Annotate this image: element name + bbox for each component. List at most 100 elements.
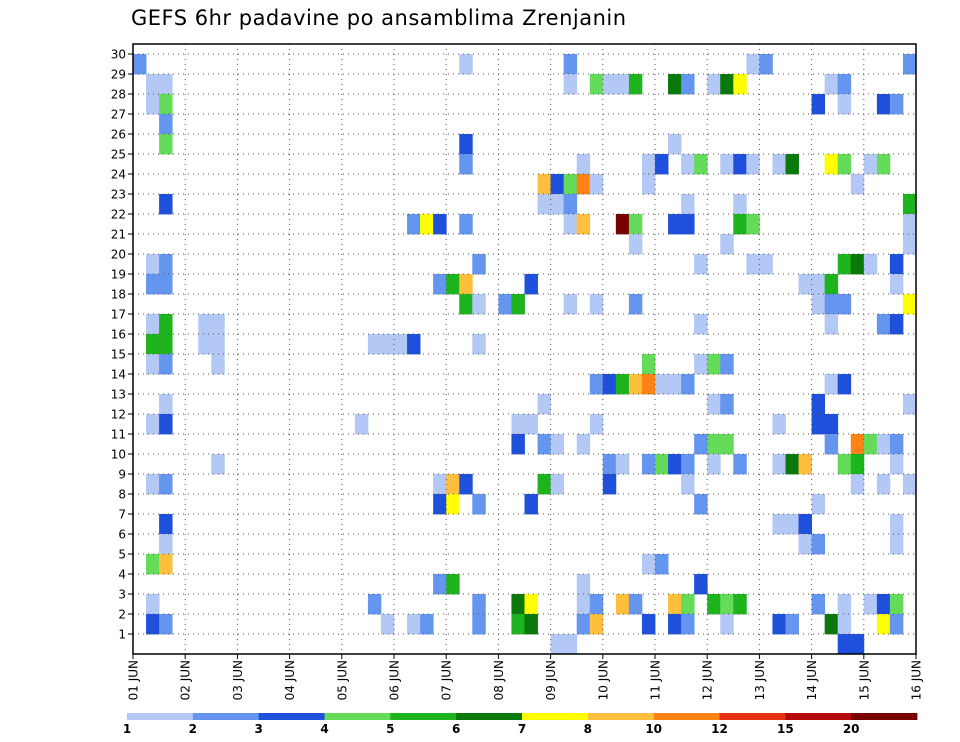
heatmap-cell [837, 254, 852, 275]
heatmap-cell [837, 374, 852, 395]
heatmap-cell [459, 154, 473, 175]
heatmap-cell [655, 374, 669, 395]
heatmap-cell [159, 134, 173, 155]
heatmap-cell [720, 354, 734, 375]
heatmap-cell [694, 154, 708, 175]
heatmap-cell [537, 194, 551, 215]
heatmap-cell [446, 494, 460, 515]
heatmap-cell [615, 374, 630, 395]
heatmap-cell [563, 194, 578, 215]
heatmap-cell [563, 294, 578, 315]
x-tick-label: 14 JUN [805, 660, 819, 700]
heatmap-cell [159, 354, 173, 375]
heatmap-cell [446, 574, 460, 595]
y-tick-label: 7 [118, 508, 126, 522]
heatmap-cell [720, 614, 734, 635]
colorbar-label: 3 [254, 722, 262, 736]
heatmap-cell [433, 214, 447, 235]
heatmap-cell [733, 214, 747, 235]
heatmap-cell [537, 174, 551, 195]
heatmap-cell [589, 294, 604, 315]
heatmap-cell [211, 354, 225, 375]
y-tick-label: 14 [111, 368, 126, 382]
heatmap-cell [537, 474, 551, 495]
heatmap-cell [707, 594, 721, 615]
heatmap-cell [602, 454, 617, 475]
heatmap-cell [511, 594, 525, 615]
heatmap-cell [433, 474, 447, 495]
heatmap-cell [420, 614, 434, 635]
heatmap-cell [433, 574, 447, 595]
heatmap-cell [407, 214, 421, 235]
heatmap-cell [628, 234, 643, 255]
heatmap-cell [563, 634, 578, 655]
colorbar-swatch [785, 713, 852, 720]
heatmap-cell [707, 454, 721, 475]
heatmap-cell [641, 174, 656, 195]
colorbar-swatch [653, 713, 720, 720]
heatmap-cell [524, 494, 538, 515]
heatmap-cell [837, 594, 852, 615]
heatmap-cell [694, 574, 708, 595]
heatmap-cell [511, 614, 525, 635]
x-tick-label: 12 JUN [701, 660, 715, 700]
heatmap-cell [681, 614, 695, 635]
heatmap-cell [550, 634, 565, 655]
axis-layer: 1234567891011121314151617181920212223242… [111, 48, 924, 701]
heatmap-cell [146, 474, 160, 495]
heatmap-cell [733, 74, 747, 95]
heatmap-cell [589, 414, 604, 435]
colorbar-label: 6 [452, 722, 460, 736]
y-tick-label: 19 [111, 268, 126, 282]
heatmap-cell [433, 494, 447, 515]
heatmap-cell [889, 454, 904, 475]
x-tick-label: 05 JUN [335, 660, 349, 700]
heatmap-cell [902, 294, 917, 315]
heatmap-cell [902, 394, 917, 415]
heatmap-cell [159, 394, 173, 415]
heatmap-cell [681, 214, 695, 235]
heatmap-cell [811, 594, 826, 615]
heatmap-cell [576, 174, 591, 195]
heatmap-cell [524, 594, 538, 615]
heatmap-cell [772, 414, 786, 435]
heatmap-cell [576, 154, 591, 175]
heatmap-cell [628, 294, 643, 315]
colorbar-label: 10 [645, 722, 662, 736]
heatmap-cell [863, 154, 878, 175]
heatmap-cell [628, 594, 643, 615]
heatmap-cell [837, 454, 852, 475]
heatmap-cell [785, 614, 799, 635]
heatmap-cell [589, 374, 604, 395]
heatmap-cell [889, 314, 904, 335]
heatmap-cell [759, 54, 773, 75]
heatmap-cell [146, 594, 160, 615]
heatmap-cell [785, 514, 799, 535]
heatmap-cell [472, 494, 486, 515]
heatmap-cell [159, 334, 173, 355]
heatmap-cell [902, 214, 917, 235]
colorbar-label: 15 [777, 722, 794, 736]
heatmap-cell [550, 174, 565, 195]
heatmap-cell [146, 614, 160, 635]
heatmap-cell [798, 514, 812, 535]
y-tick-label: 20 [111, 248, 126, 262]
plot-frame [132, 43, 917, 655]
heatmap-cell [681, 374, 695, 395]
heatmap-cell [798, 534, 812, 555]
colorbar-label: 4 [320, 722, 328, 736]
heatmap-cell [668, 454, 682, 475]
heatmap-cell [681, 74, 695, 95]
heatmap-cell [876, 314, 891, 335]
colorbar-label: 5 [386, 722, 394, 736]
heatmap-cell [681, 194, 695, 215]
heatmap-cell [367, 334, 382, 355]
heatmap-cell [707, 74, 721, 95]
x-tick-label: 02 JUN [179, 660, 193, 700]
heatmap-cell [889, 94, 904, 115]
heatmap-cell [159, 554, 173, 575]
heatmap-cell [537, 394, 551, 415]
heatmap-cell [563, 174, 578, 195]
y-tick-label: 18 [111, 288, 126, 302]
heatmap-cell [563, 74, 578, 95]
